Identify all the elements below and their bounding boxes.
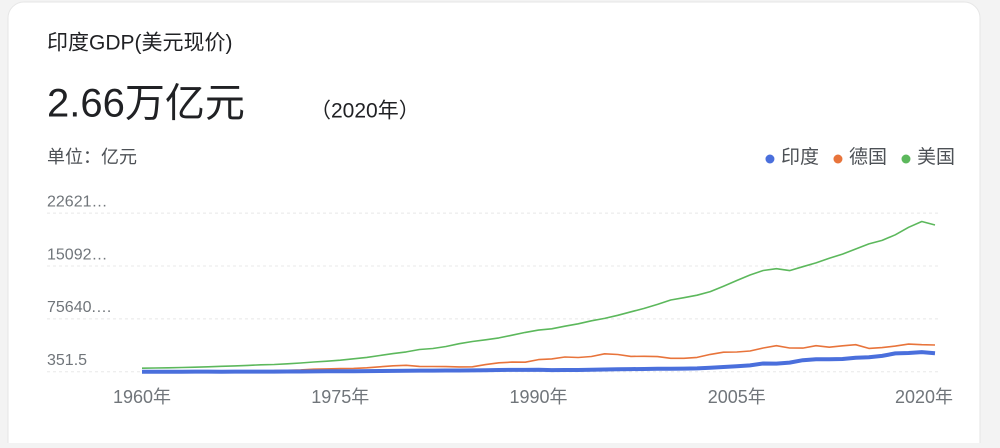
legend-label: 德国 xyxy=(849,146,887,168)
headline: 2.66万亿元 xyxy=(47,82,245,126)
x-tick-label: 1960年 xyxy=(113,387,171,407)
y-tick-label: 15092… xyxy=(47,246,108,263)
chart-title: 印度GDP(美元现价) xyxy=(47,32,233,55)
y-tick-label: 22621… xyxy=(47,193,108,210)
legend-dot xyxy=(833,154,843,164)
legend-dot xyxy=(765,154,775,164)
series-line xyxy=(142,350,936,374)
headline-year: （2020年） xyxy=(310,100,420,123)
legend-label: 美国 xyxy=(917,146,955,168)
x-tick-label: 1990年 xyxy=(509,387,567,407)
legend-dot xyxy=(901,154,911,164)
x-tick-label: 1975年 xyxy=(311,387,369,407)
x-tick-label: 2020年 xyxy=(895,387,953,407)
legend-label: 印度 xyxy=(781,146,819,168)
card xyxy=(7,1,981,448)
y-tick-label: 75640.… xyxy=(47,299,112,316)
y-tick-label: 351.5 xyxy=(47,352,87,369)
x-tick-label: 2005年 xyxy=(708,387,766,407)
series-line xyxy=(274,343,936,372)
series-line xyxy=(141,220,936,369)
unit-label: 单位：亿元 xyxy=(47,147,137,167)
